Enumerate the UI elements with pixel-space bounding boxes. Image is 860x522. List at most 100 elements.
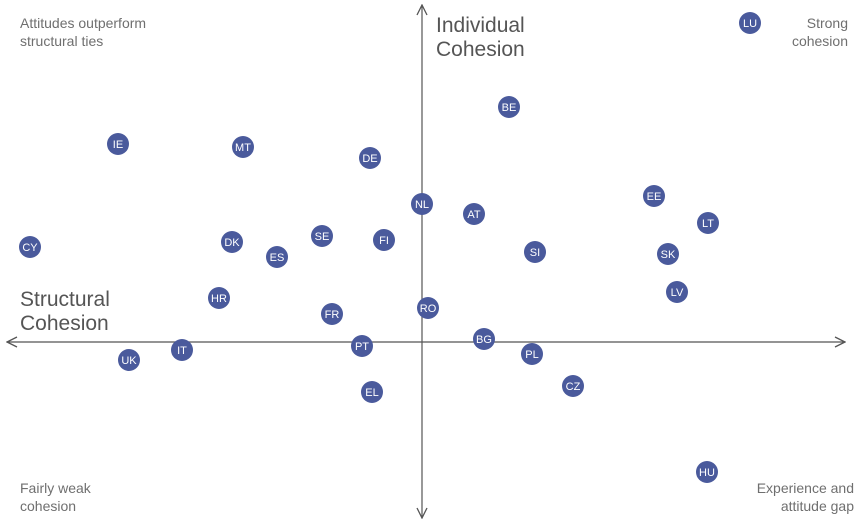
quadrant-label-line: Attitudes outperform: [20, 15, 147, 31]
quadrant-label-bottom-left: Fairly weak cohesion: [20, 479, 91, 515]
point-marker: [696, 461, 718, 483]
data-point-el: EL: [361, 381, 383, 403]
data-point-ro: RO: [417, 297, 439, 319]
point-label: EL: [365, 387, 378, 399]
data-point-pt: PT: [351, 335, 373, 357]
point-marker: [373, 229, 395, 251]
data-point-se: SE: [311, 225, 333, 247]
point-label: HR: [211, 293, 227, 305]
point-label: PT: [355, 341, 369, 353]
data-point-de: DE: [359, 147, 381, 169]
point-marker: [524, 241, 546, 263]
data-point-it: IT: [171, 339, 193, 361]
point-label: NL: [415, 199, 429, 211]
data-point-lv: LV: [666, 281, 688, 303]
point-marker: [498, 96, 520, 118]
data-point-cy: CY: [19, 236, 41, 258]
data-point-fi: FI: [373, 229, 395, 251]
data-point-es: ES: [266, 246, 288, 268]
point-marker: [361, 381, 383, 403]
y-axis-title-line1: Individual: [436, 14, 525, 37]
point-label: CY: [22, 242, 38, 254]
point-label: AT: [467, 209, 481, 221]
data-point-hr: HR: [208, 287, 230, 309]
point-marker: [417, 297, 439, 319]
point-marker: [739, 12, 761, 34]
data-point-lt: LT: [697, 212, 719, 234]
data-point-nl: NL: [411, 193, 433, 215]
point-marker: [666, 281, 688, 303]
point-marker: [221, 231, 243, 253]
point-marker: [321, 303, 343, 325]
point-label: BE: [502, 102, 517, 114]
point-label: EE: [647, 191, 662, 203]
point-label: SE: [315, 231, 330, 243]
point-label: ES: [270, 252, 285, 264]
data-point-be: BE: [498, 96, 520, 118]
point-marker: [208, 287, 230, 309]
data-point-lu: LU: [739, 12, 761, 34]
y-axis-title-line2: Cohesion: [436, 38, 525, 61]
point-label: LU: [743, 18, 757, 30]
data-point-hu: HU: [696, 461, 718, 483]
point-marker: [697, 212, 719, 234]
point-marker: [311, 225, 333, 247]
point-label: PL: [525, 349, 538, 361]
point-marker: [521, 343, 543, 365]
point-marker: [411, 193, 433, 215]
point-marker: [359, 147, 381, 169]
point-label: HU: [699, 467, 715, 479]
point-marker: [562, 375, 584, 397]
data-point-pl: PL: [521, 343, 543, 365]
point-marker: [463, 203, 485, 225]
point-marker: [657, 243, 679, 265]
quadrant-label-top-left: Attitudes outperform structural ties: [20, 14, 146, 50]
point-label: RO: [420, 303, 437, 315]
point-label: DE: [362, 153, 377, 165]
quadrant-label-line: attitude gap: [780, 498, 854, 514]
point-marker: [473, 328, 495, 350]
data-point-uk: UK: [118, 349, 140, 371]
data-point-at: AT: [463, 203, 485, 225]
point-label: UK: [121, 355, 137, 367]
quadrant-label-line: Experience and: [756, 480, 854, 496]
point-label: SI: [530, 247, 540, 259]
y-axis-title: Individual Cohesion: [436, 14, 525, 62]
x-axis-title: Structural Cohesion: [20, 288, 110, 336]
point-label: DK: [224, 237, 240, 249]
x-axis-title-line2: Cohesion: [20, 312, 109, 335]
data-point-cz: CZ: [562, 375, 584, 397]
point-label: IT: [177, 345, 187, 357]
point-marker: [643, 185, 665, 207]
point-label: FI: [379, 235, 389, 247]
quadrant-label-line: cohesion: [20, 498, 77, 514]
data-point-ee: EE: [643, 185, 665, 207]
point-marker: [107, 133, 129, 155]
point-label: LV: [671, 287, 684, 299]
quadrant-label-line: structural ties: [20, 33, 104, 49]
point-marker: [19, 236, 41, 258]
point-label: LT: [702, 218, 714, 230]
point-label: SK: [661, 249, 676, 261]
quadrant-label-line: Strong: [806, 15, 848, 31]
quadrant-label-line: Fairly weak: [20, 480, 91, 496]
data-point-dk: DK: [221, 231, 243, 253]
data-point-ie: IE: [107, 133, 129, 155]
data-point-si: SI: [524, 241, 546, 263]
data-point-bg: BG: [473, 328, 495, 350]
x-axis-title-line1: Structural: [20, 288, 110, 311]
point-label: CZ: [566, 381, 581, 393]
point-label: IE: [113, 139, 123, 151]
point-marker: [232, 136, 254, 158]
point-marker: [266, 246, 288, 268]
quadrant-label-bottom-right: Experience and attitude gap: [757, 479, 854, 515]
points-layer: LU BE IE MT DE NL AT EE LT CY DK SE FI ES SI SK LV HR FR RO…: [19, 12, 761, 483]
data-point-sk: SK: [657, 243, 679, 265]
data-point-mt: MT: [232, 136, 254, 158]
data-point-fr: FR: [321, 303, 343, 325]
point-label: FR: [325, 309, 340, 321]
quadrant-label-line: cohesion: [791, 33, 848, 49]
quadrant-label-top-right: Strong cohesion: [792, 14, 848, 50]
